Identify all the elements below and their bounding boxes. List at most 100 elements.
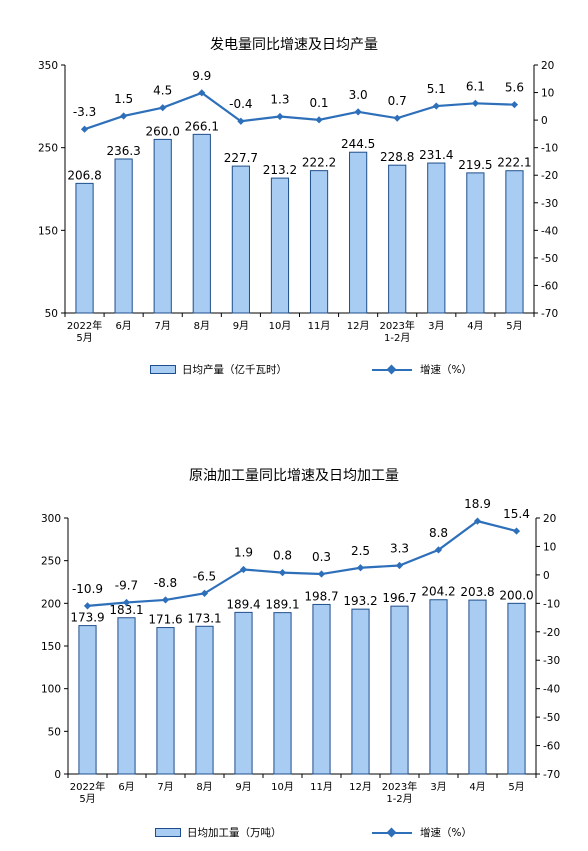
right-tick-label: -70: [543, 769, 560, 781]
chart-title: 原油加工量同比增速及日均加工量: [189, 468, 399, 484]
right-tick-label: -30: [541, 198, 558, 210]
growth-line: [87, 519, 517, 607]
growth-point: [315, 116, 323, 124]
right-tick-label: -40: [541, 225, 558, 237]
x-tick-label: 5月: [79, 793, 95, 805]
growth-point: [512, 527, 521, 535]
left-tick-label: 50: [48, 726, 61, 738]
x-tick-label: 2022年: [70, 780, 105, 793]
bar-value-label: 204.2: [421, 585, 455, 599]
growth-point: [159, 104, 167, 112]
power-generation-chart: 发电量同比增速及日均产量 50 150 250 350 20 10 0 -10 -20 -30 -4…: [0, 0, 588, 400]
left-tick-label: 250: [41, 556, 61, 568]
growth-point: [393, 114, 401, 122]
left-tick-label: 100: [41, 684, 61, 696]
right-tick-label: -20: [541, 170, 558, 182]
x-tick-label: 7月: [155, 320, 171, 332]
bar: [507, 602, 526, 775]
x-tick-label: 8月: [196, 781, 212, 793]
bar-value-label: 236.3: [106, 144, 140, 158]
growth-value-label: 2.5: [351, 544, 370, 558]
growth-value-label: -8.8: [154, 576, 177, 590]
growth-value-label: 15.4: [503, 507, 530, 521]
bar-legend: 日均产量（亿千瓦时）: [150, 362, 287, 377]
bar-value-label: 193.2: [343, 594, 377, 608]
growth-value-label: 3.3: [390, 542, 409, 556]
growth-line: [84, 91, 515, 131]
bar-value-label: 219.5: [458, 158, 492, 172]
bar-legend-label: 日均加工量（万吨）: [187, 827, 282, 839]
x-tick-label: 7月: [157, 781, 173, 793]
bar: [468, 599, 487, 775]
bar-value-label: 260.0: [146, 124, 180, 138]
growth-value-label: 9.9: [192, 69, 211, 83]
bar: [231, 165, 250, 314]
growth-point: [471, 99, 479, 107]
growth-value-label: 4.5: [153, 84, 172, 98]
bar-value-label: 200.0: [499, 588, 533, 602]
growth-value-label: 0.3: [312, 550, 331, 564]
growth-point: [432, 102, 440, 110]
bar-legend-swatch: [155, 828, 181, 837]
bar-legend-label: 日均产量（亿千瓦时）: [182, 364, 287, 376]
x-tick-label: 5月: [508, 781, 524, 793]
bar-value-label: 171.6: [148, 613, 182, 627]
bar: [270, 177, 290, 314]
right-tick-label: -20: [543, 627, 560, 639]
growth-point: [354, 108, 362, 116]
bar: [117, 617, 136, 775]
right-tick-label: 20: [541, 60, 554, 72]
bar: [351, 608, 370, 775]
left-tick-label: 300: [41, 513, 61, 525]
right-tick-label: -50: [543, 712, 560, 724]
bar-value-label: 206.8: [67, 168, 101, 182]
bar: [78, 625, 97, 775]
bar: [273, 612, 292, 775]
power-generation-plot: 50 150 250 350 20 10 0 -10 -20 -30 -40 -50 -60 -70 202…: [38, 60, 558, 344]
x-tick-label: 4月: [467, 320, 483, 332]
bar: [114, 158, 133, 314]
right-tick-label: 20: [543, 513, 556, 525]
growth-point: [239, 565, 248, 574]
growth-value-label: -9.7: [115, 578, 138, 592]
growth-value-label: 1.5: [114, 92, 133, 106]
growth-point: [473, 517, 482, 525]
bar-value-label: 203.8: [460, 585, 494, 599]
bar-value-label: 213.2: [263, 163, 297, 177]
crude-oil-processing-chart: 原油加工量同比增速及日均加工量 0 50 100 150 200 250 300 20 10 0-…: [0, 452, 588, 851]
growth-value-label: -3.3: [73, 105, 96, 119]
x-tick-label: 11月: [308, 320, 331, 332]
line-legend-label: 增速（%）: [420, 364, 472, 376]
growth-value-label: 5.6: [505, 81, 524, 95]
bar-value-label: 222.2: [302, 156, 336, 170]
bar: [309, 170, 329, 314]
right-tick-label: -60: [543, 741, 560, 753]
right-tick-label: 0: [543, 570, 550, 582]
growth-value-label: 1.9: [234, 545, 253, 559]
growth-point: [510, 101, 519, 109]
growth-value-label: 0.1: [309, 96, 328, 110]
x-tick-label: 11月: [310, 781, 333, 793]
x-tick-label: 5月: [76, 332, 92, 344]
bar: [156, 627, 175, 775]
growth-value-label: -0.4: [229, 97, 252, 111]
bar-value-label: 266.1: [185, 119, 219, 133]
right-tick-label: -70: [541, 308, 558, 320]
growth-point: [80, 125, 89, 133]
x-tick-label: 3月: [428, 320, 444, 332]
growth-value-label: 6.1: [466, 79, 485, 93]
x-tick-label: 9月: [233, 320, 249, 332]
bar-value-label: 189.1: [265, 598, 299, 612]
x-tick-label: 1-2月: [384, 332, 410, 344]
growth-point: [83, 602, 92, 610]
bar-value-label: 222.1: [497, 156, 531, 170]
line-legend-label: 增速（%）: [420, 827, 472, 839]
bar-value-label: 189.4: [226, 597, 260, 611]
bar-legend: 日均加工量（万吨）: [155, 825, 282, 840]
growth-point: [237, 117, 245, 125]
growth-point: [395, 561, 404, 570]
bar: [312, 603, 331, 775]
x-tick-label: 9月: [235, 781, 251, 793]
growth-point: [120, 112, 128, 120]
